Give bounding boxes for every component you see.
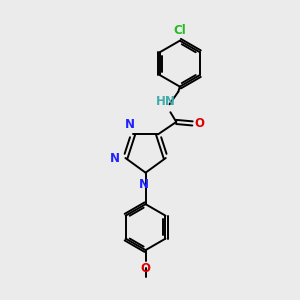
Text: N: N	[110, 152, 120, 164]
Text: O: O	[141, 262, 151, 275]
Text: HN: HN	[156, 95, 176, 108]
Text: N: N	[139, 178, 149, 191]
Text: N: N	[124, 118, 135, 131]
Text: Cl: Cl	[173, 24, 186, 37]
Text: O: O	[195, 117, 205, 130]
